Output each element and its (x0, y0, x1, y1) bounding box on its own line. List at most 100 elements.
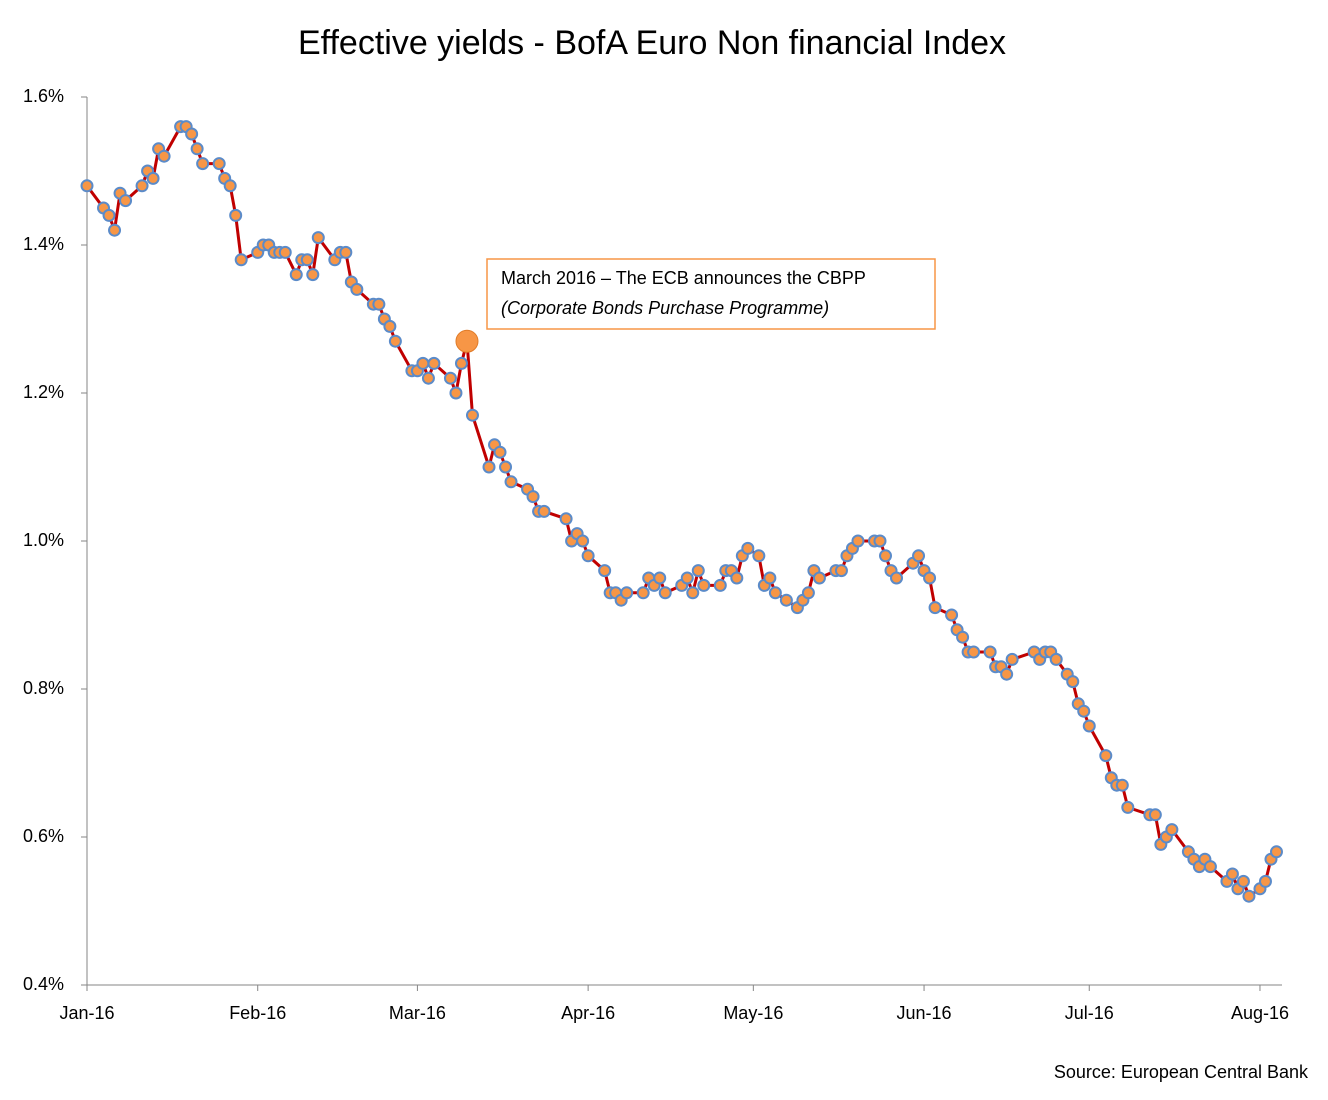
marker (1000, 667, 1014, 681)
marker (119, 194, 133, 208)
marker (212, 157, 226, 171)
marker (537, 504, 551, 518)
marker (1049, 652, 1063, 666)
marker (1077, 704, 1091, 718)
marker (1082, 719, 1096, 733)
marker (912, 549, 926, 563)
marker (427, 356, 441, 370)
marker (1165, 823, 1179, 837)
annotation-text: March 2016 – The ECB announces the CBPP (501, 268, 866, 288)
marker (697, 578, 711, 592)
marker (581, 549, 595, 563)
marker (1203, 860, 1217, 874)
marker (135, 179, 149, 193)
marker (752, 549, 766, 563)
marker (421, 371, 435, 385)
marker (229, 208, 243, 222)
marker (686, 586, 700, 600)
marker (923, 571, 937, 585)
marker (967, 645, 981, 659)
marker (559, 512, 573, 526)
marker (1148, 808, 1162, 822)
marker (80, 179, 94, 193)
marker (223, 179, 237, 193)
marker (812, 571, 826, 585)
marker (185, 127, 199, 141)
marker (983, 645, 997, 659)
marker (576, 534, 590, 548)
marker (350, 282, 364, 296)
marker (504, 475, 518, 489)
chart-title: Effective yields - BofA Euro Non financi… (298, 24, 1006, 62)
marker (454, 356, 468, 370)
marker (388, 334, 402, 348)
y-tick-label: 1.2% (23, 382, 64, 402)
marker (801, 586, 815, 600)
marker (196, 157, 210, 171)
marker (1066, 675, 1080, 689)
marker (306, 268, 320, 282)
marker (779, 593, 793, 607)
marker (763, 571, 777, 585)
marker (1269, 845, 1283, 859)
annotation-text: (Corporate Bonds Purchase Programme) (501, 298, 829, 318)
highlight-marker (455, 329, 479, 353)
marker (636, 586, 650, 600)
marker (190, 142, 204, 156)
source: Source: European Central Bank (1054, 1062, 1309, 1082)
marker (449, 386, 463, 400)
y-tick-label: 0.8% (23, 678, 64, 698)
marker (311, 231, 325, 245)
marker (234, 253, 248, 267)
marker (339, 245, 353, 259)
marker (146, 171, 160, 185)
y-tick-label: 1.0% (23, 530, 64, 550)
marker (1236, 874, 1250, 888)
marker (1005, 652, 1019, 666)
marker (465, 408, 479, 422)
marker (713, 578, 727, 592)
marker (482, 460, 496, 474)
y-tick-label: 0.6% (23, 826, 64, 846)
x-tick-label: Mar-16 (389, 1003, 446, 1023)
marker (890, 571, 904, 585)
marker (1242, 889, 1256, 903)
marker (289, 268, 303, 282)
marker (499, 460, 513, 474)
x-tick-label: Jan-16 (59, 1003, 114, 1023)
annotation-box (486, 258, 936, 330)
marker (598, 564, 612, 578)
marker (680, 571, 694, 585)
marker (416, 356, 430, 370)
x-tick-label: Jun-16 (897, 1003, 952, 1023)
marker (108, 223, 122, 237)
marker (383, 319, 397, 333)
marker (956, 630, 970, 644)
y-tick-label: 0.4% (23, 974, 64, 994)
marker (1258, 874, 1272, 888)
marker (879, 549, 893, 563)
marker (741, 541, 755, 555)
x-tick-label: Jul-16 (1065, 1003, 1114, 1023)
marker (620, 586, 634, 600)
marker (691, 564, 705, 578)
x-tick-label: Feb-16 (229, 1003, 286, 1023)
marker (1121, 800, 1135, 814)
marker (526, 490, 540, 504)
marker (1225, 867, 1239, 881)
x-tick-label: Apr-16 (561, 1003, 615, 1023)
marker (102, 208, 116, 222)
marker (1115, 778, 1129, 792)
marker (834, 564, 848, 578)
marker (928, 601, 942, 615)
marker (653, 571, 667, 585)
marker (730, 571, 744, 585)
marker (300, 253, 314, 267)
marker (768, 586, 782, 600)
marker (493, 445, 507, 459)
marker (1099, 749, 1113, 763)
marker (157, 149, 171, 163)
marker (658, 586, 672, 600)
